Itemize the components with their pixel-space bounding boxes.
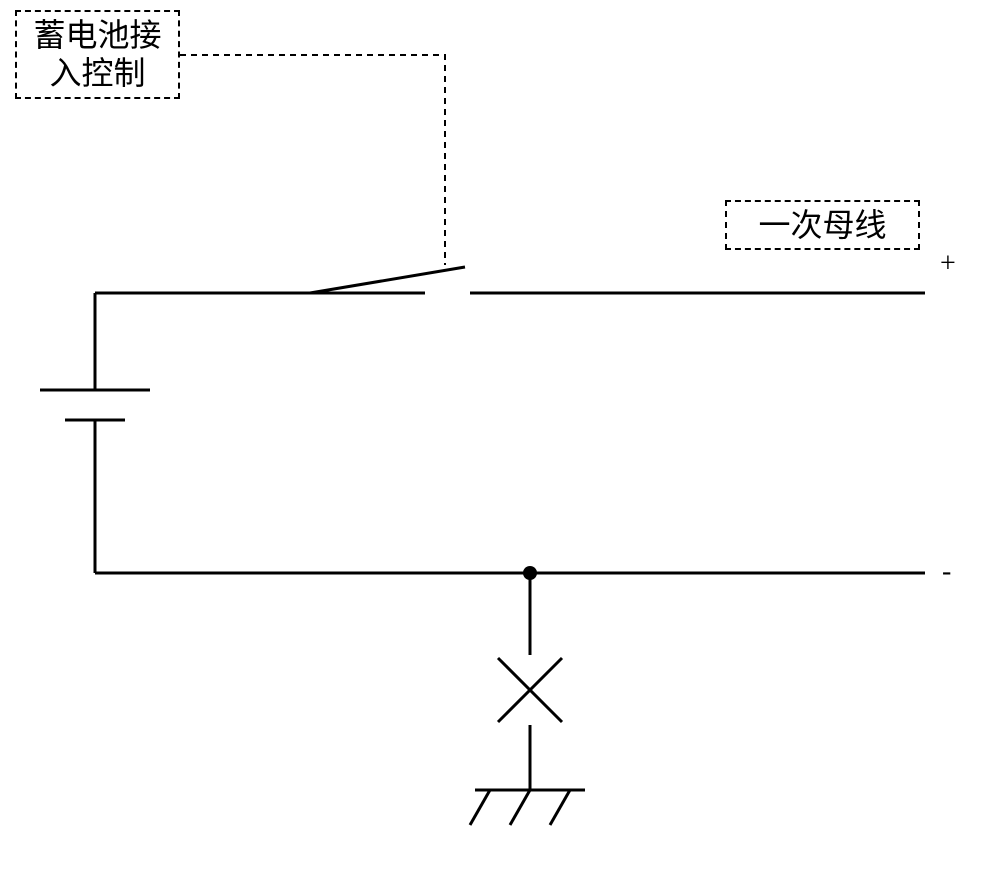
circuit-diagram: 蓄电池接 入控制 一次母线 + -: [0, 0, 1000, 875]
circuit-svg: [0, 0, 1000, 875]
ground-hatch-2: [510, 790, 530, 825]
switch-arm: [310, 267, 465, 293]
ground-hatch-1: [470, 790, 490, 825]
control-dashed-line: [180, 55, 445, 265]
ground-hatch-3: [550, 790, 570, 825]
